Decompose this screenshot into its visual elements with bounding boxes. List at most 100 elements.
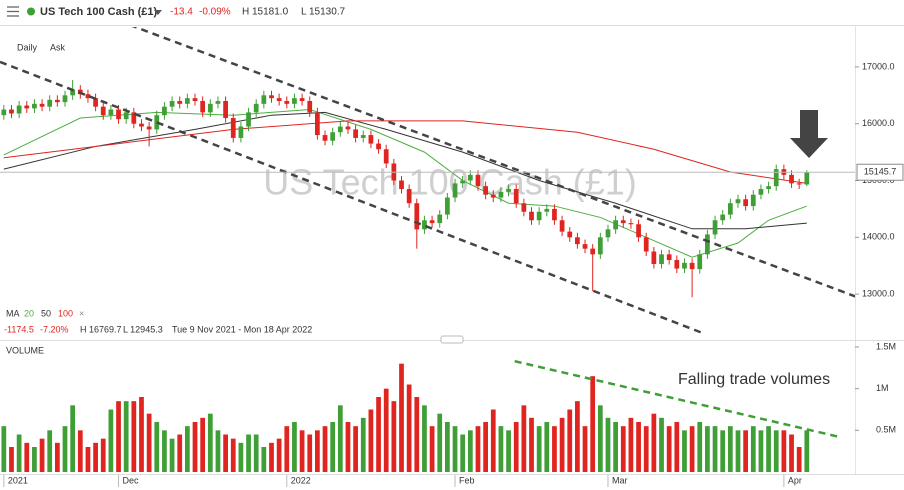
volume-bar <box>674 422 680 472</box>
y-tick-label: 13000.0 <box>862 288 895 298</box>
volume-bar <box>575 401 580 472</box>
candle-body <box>460 180 466 184</box>
candle-body <box>705 234 710 255</box>
volume-bar <box>24 442 30 472</box>
volume-bar <box>620 426 626 472</box>
candle-body <box>322 135 328 141</box>
candle-body <box>246 112 251 127</box>
interval[interactable]: Daily <box>17 42 38 52</box>
candle-body <box>666 254 672 261</box>
volume-annotation: Falling trade volumes <box>678 371 830 388</box>
volume-bar <box>743 430 749 472</box>
volume-bar <box>230 438 236 472</box>
candle-body <box>116 109 121 120</box>
legend-entry: 20 <box>24 308 34 318</box>
price-side[interactable]: Ask <box>50 42 66 52</box>
candle-body <box>284 100 290 104</box>
volume-bar <box>789 434 794 472</box>
candle-body <box>383 149 389 164</box>
volume-bar <box>422 405 427 472</box>
panel-resize-handle[interactable] <box>440 335 464 344</box>
candle-body <box>345 126 351 130</box>
volume-bar <box>246 434 251 472</box>
candle-body <box>62 95 68 103</box>
volume-bar <box>383 388 389 472</box>
candle-body <box>269 95 274 99</box>
volume-bar <box>299 430 305 472</box>
instrument[interactable]: US Tech 100 Cash (£1) <box>40 6 158 18</box>
volume-bar <box>437 413 443 472</box>
volume-bar <box>322 426 328 472</box>
candle-body <box>299 98 305 101</box>
candle-body <box>261 95 267 104</box>
volume-bar <box>368 409 374 472</box>
volume-bar <box>32 447 37 472</box>
candle-body <box>552 208 557 221</box>
candle-body <box>620 220 626 224</box>
volume-bar <box>353 426 358 472</box>
candle-body <box>353 129 358 138</box>
candle-body <box>39 103 45 107</box>
candle-body <box>750 194 756 207</box>
candle-body <box>276 98 282 101</box>
volume-bar <box>399 363 404 472</box>
candle-body <box>727 203 733 215</box>
volume-bar <box>376 397 381 472</box>
volume-bar <box>123 401 129 472</box>
volume-bar <box>643 426 649 472</box>
volume-bar <box>475 426 481 472</box>
candle-body <box>192 98 198 101</box>
x-tick-label: Mar <box>612 475 628 485</box>
candle-body <box>590 248 596 255</box>
candle-body <box>169 100 175 107</box>
menu-icon[interactable] <box>7 6 19 17</box>
candle-body <box>643 237 649 252</box>
candle-body <box>651 251 657 265</box>
volume-bar <box>9 447 14 472</box>
volume-bar <box>184 426 190 472</box>
candle-body <box>253 103 259 113</box>
candle-body <box>429 220 435 224</box>
last-price-label: 15145.7 <box>864 167 897 177</box>
ma-line <box>3 111 807 230</box>
candle-body <box>636 224 641 238</box>
candle-body <box>452 183 458 198</box>
x-tick-label: Apr <box>788 475 802 485</box>
candle-body <box>93 98 98 107</box>
candle-body <box>47 99 53 107</box>
candle-body <box>32 103 37 109</box>
volume-bar <box>139 397 144 472</box>
trend-line <box>131 27 855 298</box>
volume-bar <box>70 405 76 472</box>
period-change-pct: -7.20% <box>40 324 69 334</box>
candle-body <box>54 99 60 103</box>
volume-bar <box>253 434 259 472</box>
volume-bar <box>47 430 53 472</box>
volume-bar <box>169 438 175 472</box>
candle-body <box>292 98 297 104</box>
volume-bar <box>154 422 160 472</box>
candle-body <box>85 94 91 99</box>
volume-bar <box>490 409 496 472</box>
volume-bar <box>628 417 634 472</box>
x-tick-label: 2022 <box>291 475 311 485</box>
close-icon[interactable]: × <box>79 308 84 318</box>
volume-bar <box>215 430 221 472</box>
candle-body <box>529 211 534 221</box>
candle-body <box>796 183 802 185</box>
volume-bar <box>705 426 710 472</box>
volume-bar <box>452 426 458 472</box>
volume-bar <box>651 413 657 472</box>
volume-bar <box>146 413 152 472</box>
candle-body <box>123 112 129 120</box>
volume-bar <box>360 417 366 472</box>
volume-bar <box>659 417 664 472</box>
volume-bar <box>636 422 641 472</box>
candle-body <box>766 186 771 190</box>
volume-bar <box>521 405 527 472</box>
x-tick-label: 2021 <box>8 475 28 485</box>
candle-body <box>682 262 687 269</box>
candle-body <box>16 105 22 114</box>
dropdown-arrow[interactable] <box>154 10 162 15</box>
candle-body <box>506 189 511 192</box>
